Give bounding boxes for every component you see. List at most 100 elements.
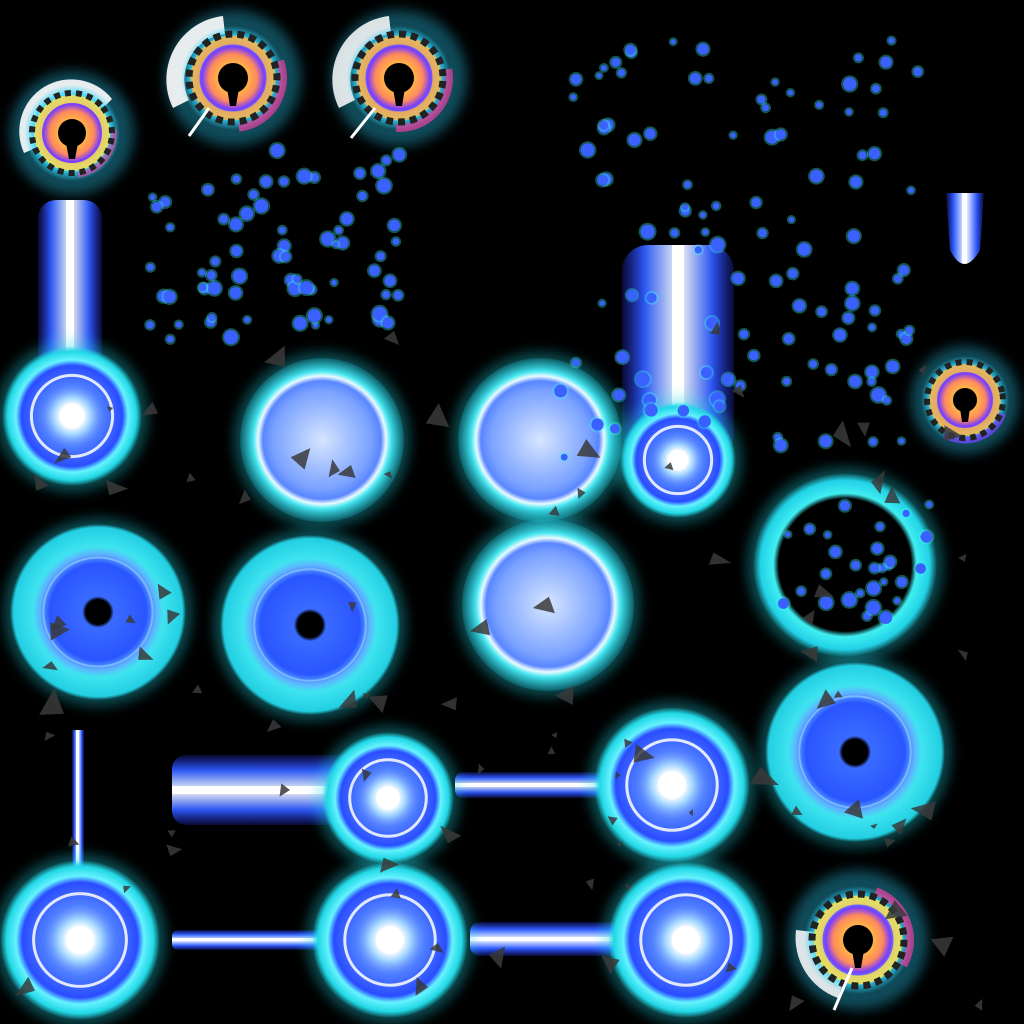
particle [293, 275, 301, 283]
particle [797, 587, 806, 596]
particle [240, 207, 254, 220]
particle [249, 190, 258, 199]
impact-ring [452, 352, 628, 528]
particle [872, 84, 880, 93]
particle [894, 597, 900, 604]
particle [369, 265, 380, 277]
shard [789, 995, 805, 1012]
particle [765, 130, 779, 144]
shard [616, 841, 624, 847]
particle [774, 439, 787, 452]
particle [279, 177, 289, 186]
particle [382, 317, 394, 329]
impact-ring [0, 854, 166, 1024]
particle [377, 178, 391, 193]
particle [739, 330, 749, 339]
shard [832, 420, 852, 448]
particle [670, 229, 679, 237]
particle [846, 282, 859, 295]
shard [167, 830, 176, 838]
particle [710, 237, 725, 252]
shard [885, 900, 908, 920]
shard [601, 955, 620, 974]
particle [886, 360, 899, 373]
particle [393, 148, 406, 161]
particle [850, 176, 862, 188]
particle [206, 270, 216, 280]
shard [15, 976, 35, 997]
particle [270, 144, 284, 158]
particle [920, 531, 933, 543]
particle [635, 372, 650, 387]
particle [902, 509, 910, 517]
particle [706, 317, 719, 329]
particle [208, 314, 216, 322]
particle [870, 563, 879, 573]
particle [333, 242, 339, 248]
shard [607, 816, 618, 826]
particle [278, 226, 286, 234]
particle [326, 317, 332, 323]
shard [910, 801, 936, 821]
shard [54, 447, 72, 464]
particle [898, 438, 905, 444]
particle [810, 169, 823, 183]
shard [688, 809, 693, 817]
particle [793, 300, 806, 312]
rainbow-burst [331, 10, 467, 146]
particle [572, 358, 580, 367]
particle [643, 394, 656, 407]
particle [167, 224, 174, 231]
shard [440, 697, 457, 711]
particle [881, 579, 887, 585]
particle [871, 388, 886, 402]
impact-rings [0, 340, 951, 1024]
shard [166, 844, 183, 857]
particle [254, 199, 269, 213]
particle [758, 228, 767, 238]
particle [775, 129, 786, 140]
shard [328, 459, 340, 478]
shard [800, 646, 818, 663]
particle [868, 378, 875, 385]
particle [646, 292, 657, 303]
shard [555, 685, 574, 705]
shard [167, 609, 181, 625]
shard [891, 818, 907, 836]
particle [915, 563, 926, 574]
particle [611, 57, 621, 67]
particle [229, 218, 243, 231]
particle [712, 202, 720, 210]
shard [34, 473, 49, 491]
shard [192, 684, 203, 694]
particle [166, 335, 174, 343]
particle [730, 132, 736, 138]
shard [141, 401, 158, 416]
impact-ring [316, 726, 460, 870]
particle [337, 237, 349, 249]
rainbow-burst [165, 10, 301, 146]
shard [615, 771, 621, 780]
particle [146, 321, 154, 329]
particle [560, 453, 568, 461]
particle [863, 612, 871, 620]
particle [278, 240, 290, 252]
particle [896, 576, 907, 588]
shard [930, 936, 954, 957]
particle [260, 176, 272, 188]
particle [854, 54, 862, 62]
particle [817, 307, 826, 316]
particle [384, 275, 396, 287]
particle [599, 300, 605, 306]
shard [957, 649, 968, 662]
shard [368, 695, 388, 714]
particle [893, 274, 902, 283]
shard [157, 583, 172, 600]
particle [628, 133, 641, 147]
particle [160, 197, 171, 207]
shard [870, 823, 878, 829]
shard [138, 646, 154, 660]
shard [944, 425, 963, 441]
particle [826, 364, 837, 375]
